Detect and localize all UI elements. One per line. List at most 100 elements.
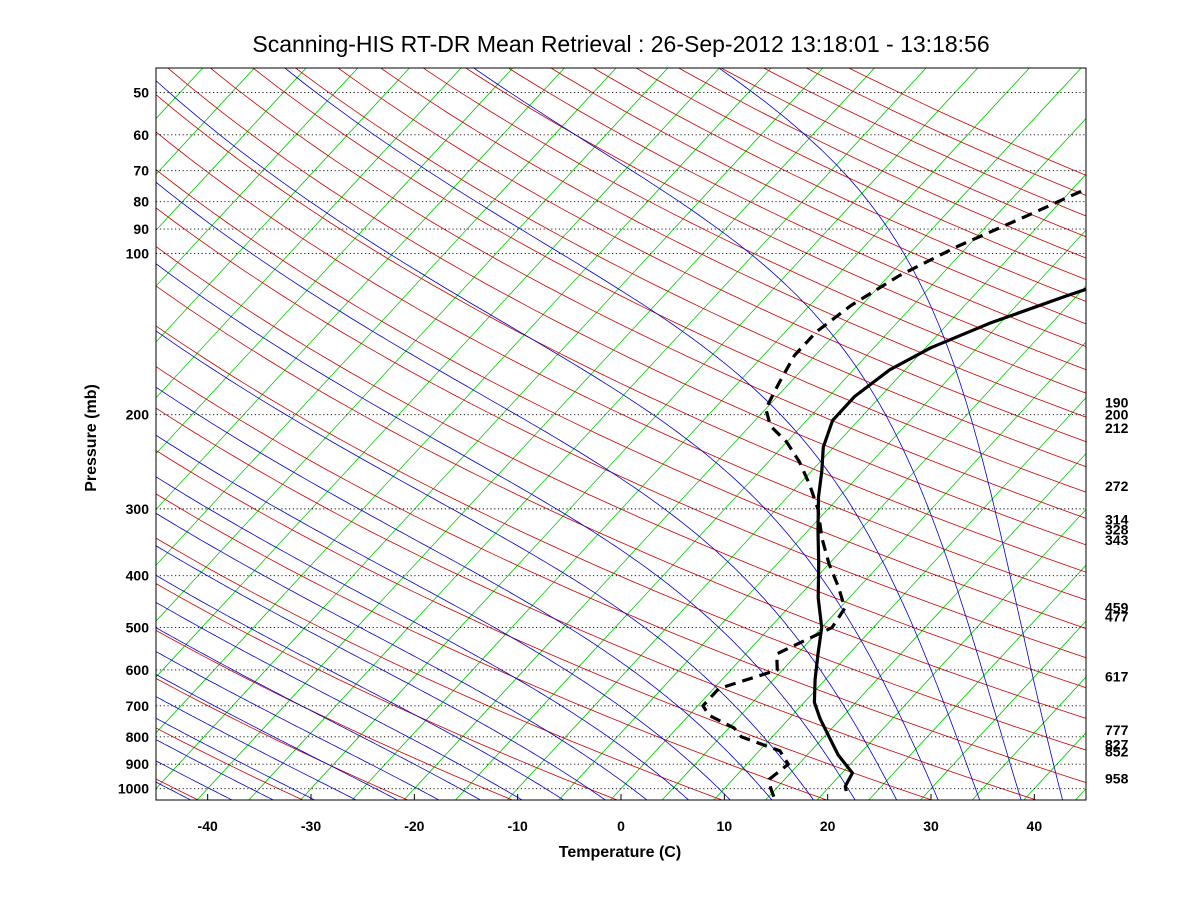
dry-adiabat	[156, 169, 1086, 629]
y-tick-label: 50	[133, 84, 149, 100]
dry-adiabat	[156, 537, 724, 800]
x-tick-label: -30	[301, 818, 321, 834]
y-tick-label: 600	[126, 662, 150, 678]
y-tick-label: 300	[126, 501, 150, 517]
moist-adiabat	[156, 545, 607, 800]
y-tick-label: 100	[126, 246, 150, 262]
chart-title: Scanning-HIS RT-DR Mean Retrieval : 26-S…	[252, 31, 989, 57]
temperature-profile	[812, 287, 1086, 792]
dry-adiabat	[507, 68, 1086, 347]
y-tick-label: 80	[133, 194, 149, 210]
right-label: 343	[1105, 532, 1129, 548]
dry-adiabat	[762, 68, 1086, 217]
moist-adiabat	[156, 330, 815, 800]
dry-adiabat	[337, 68, 1086, 443]
dry-adiabat	[465, 68, 1086, 371]
mixing-ratio-line	[609, 285, 1086, 800]
mixing-ratio-line	[156, 68, 824, 790]
y-tick-label: 700	[126, 698, 150, 714]
mixing-ratio-line	[156, 68, 617, 566]
mixing-ratio-line	[558, 229, 1086, 800]
x-tick-label: 20	[820, 818, 836, 834]
right-label: 777	[1105, 722, 1129, 738]
mixing-ratio-line	[713, 397, 1086, 800]
mixing-ratio-line	[454, 117, 1086, 800]
dry-adiabat	[156, 493, 828, 800]
moist-adiabat	[156, 696, 358, 800]
right-label: 617	[1105, 668, 1129, 684]
y-axis-ticks: 50 60 70 80 90 100 200 300 400 500 600 700 800 900 100…	[118, 84, 149, 796]
mixing-ratio-line	[196, 68, 875, 800]
dry-adiabat	[635, 68, 1086, 280]
moist-adiabat	[156, 601, 523, 800]
moist-adiabats	[156, 68, 1064, 800]
dry-adiabat	[156, 94, 1086, 573]
dry-adiabat	[379, 68, 1086, 418]
y-tick-label: 90	[133, 221, 149, 237]
right-label: 212	[1105, 420, 1129, 436]
right-label: 459	[1105, 600, 1129, 616]
y-tick-label: 900	[126, 756, 150, 772]
dry-adiabat	[167, 68, 1086, 546]
dry-adiabat	[156, 449, 933, 800]
mixing-ratio-line	[919, 620, 1086, 800]
moist-adiabat	[156, 717, 316, 800]
mixing-ratio-line	[764, 453, 1086, 800]
mixing-ratio-line	[156, 68, 462, 399]
y-tick-label: 70	[133, 163, 149, 179]
profiles	[701, 187, 1086, 798]
mixing-ratio-line	[971, 676, 1086, 800]
y-tick-label: 500	[126, 620, 150, 636]
right-label: 314	[1105, 511, 1129, 527]
mixing-ratio-line	[868, 564, 1086, 800]
dewpoint-profile	[701, 187, 1086, 798]
mixing-ratio-line	[156, 68, 514, 455]
right-label: 200	[1105, 407, 1129, 423]
mixing-ratio-line	[156, 68, 410, 343]
right-label: 827	[1105, 737, 1129, 753]
moist-adiabat	[156, 651, 440, 800]
y-tick-label: 400	[126, 568, 150, 584]
dry-adiabat	[550, 68, 1086, 325]
dry-adiabat	[156, 583, 619, 800]
x-axis-label: Temperature (C)	[559, 844, 681, 861]
moist-adiabat	[156, 739, 275, 800]
dry-adiabat	[294, 68, 1086, 468]
x-tick-label: 30	[923, 818, 939, 834]
moist-adiabat	[156, 80, 939, 800]
dry-adiabat	[156, 677, 409, 800]
dry-adiabat	[156, 366, 1086, 783]
moist-adiabat	[156, 386, 773, 800]
dry-adiabat	[156, 407, 1038, 800]
moist-adiabat	[156, 627, 482, 800]
dry-adiabat	[156, 325, 1086, 751]
dry-adiabat	[805, 68, 1086, 196]
mixing-ratio-line	[351, 68, 1030, 800]
right-label: 190	[1105, 395, 1129, 411]
moist-adiabat	[156, 674, 399, 800]
mixing-ratio-line	[661, 341, 1086, 800]
mixing-ratio-line	[156, 68, 720, 678]
mixing-ratio-line	[506, 173, 1086, 800]
moist-adiabat	[156, 476, 690, 800]
dry-adiabat	[209, 68, 1086, 519]
moist-adiabat	[156, 760, 234, 800]
moist-adiabat	[473, 68, 1022, 800]
dry-adiabat	[720, 68, 1086, 238]
x-tick-label: 40	[1027, 818, 1043, 834]
moist-adiabat	[718, 68, 1064, 800]
moist-adiabat	[156, 263, 856, 800]
mixing-ratio-line	[1074, 788, 1086, 800]
right-label: 328	[1105, 522, 1129, 538]
background-lines	[156, 68, 1086, 800]
y-tick-label: 800	[126, 729, 150, 745]
dry-adiabat	[156, 207, 1086, 659]
x-tick-label: 0	[617, 818, 625, 834]
moist-adiabat	[284, 68, 981, 800]
x-tick-label: -40	[198, 818, 218, 834]
moist-adiabat	[156, 574, 565, 800]
moist-adiabat	[156, 181, 898, 800]
mixing-ratio-line	[156, 68, 669, 622]
y-axis-label: Pressure (mb)	[83, 384, 100, 492]
